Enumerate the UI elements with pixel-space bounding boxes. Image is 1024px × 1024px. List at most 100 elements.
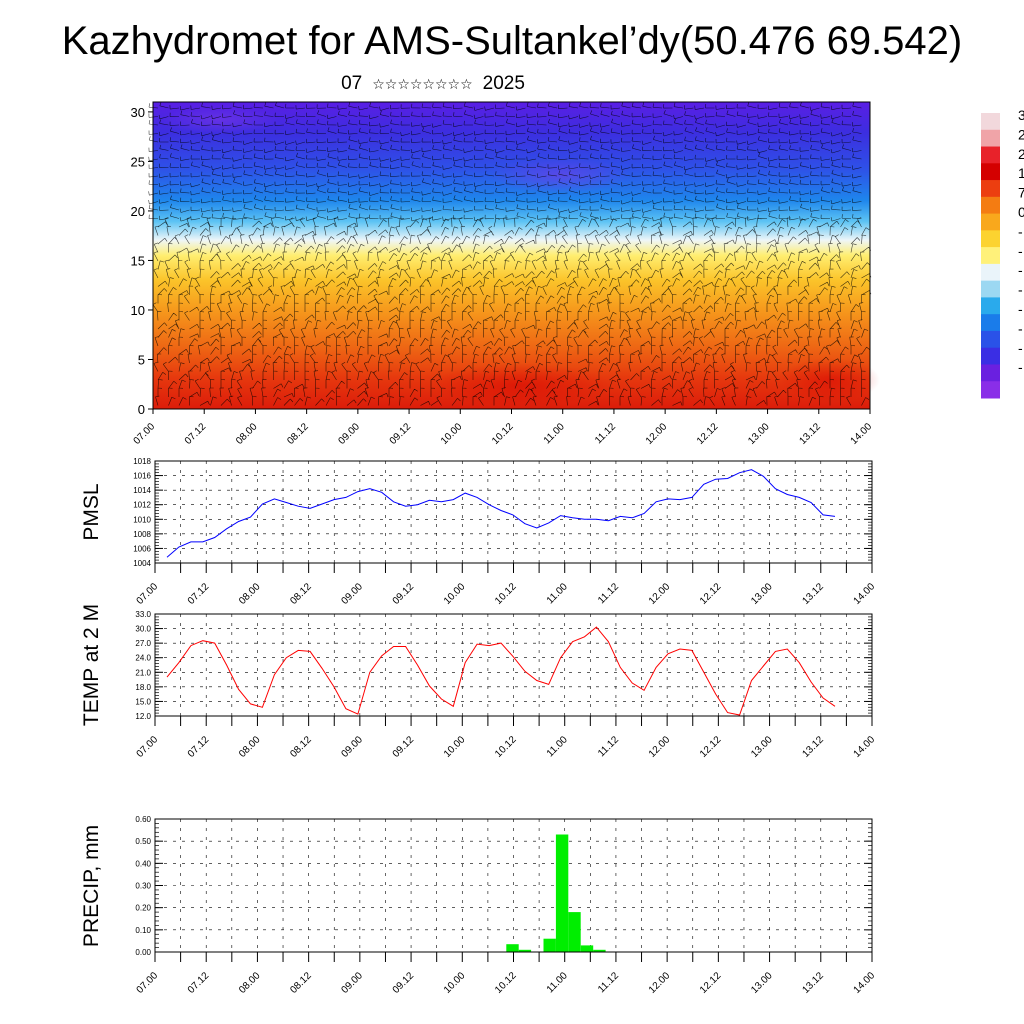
page-subtitle: 07 ☆☆☆☆☆☆☆☆ 2025 — [133, 72, 733, 96]
y-tick-label: 0.20 — [135, 904, 151, 913]
cross-section-y-axis: 0 5 10 15 20 25 30 — [131, 105, 153, 417]
x-tick-label: 13.12 — [800, 970, 826, 996]
colorbar-label: - — [1018, 282, 1023, 298]
x-tick-label: 09.12 — [388, 421, 414, 447]
y-tick-label: 1016 — [133, 472, 151, 481]
x-tick-label: 08.12 — [288, 581, 314, 607]
colorbar-swatch — [981, 180, 1000, 198]
cool-patch — [160, 106, 280, 134]
colorbar-swatch — [981, 113, 1000, 131]
precip-bar — [593, 949, 606, 952]
y-tick-label: 15.0 — [135, 697, 151, 706]
y-tick-label: 10 — [131, 303, 145, 318]
subtitle-day: 07 — [341, 73, 363, 94]
x-tick-label: 12.00 — [647, 970, 673, 996]
x-tick-label: 08.00 — [237, 970, 263, 996]
x-tick-label: 09.00 — [340, 970, 366, 996]
page-title: Kazhydromet for AMS-Sultankel’dy(50.476 … — [61, 19, 963, 63]
x-tick-label: 09.12 — [391, 581, 417, 607]
precip-bar — [568, 912, 581, 952]
colorbar-swatch — [981, 381, 1000, 399]
x-tick-label: 08.00 — [234, 421, 260, 447]
x-tick-label: 11.12 — [596, 581, 621, 606]
temp-series-line — [166, 626, 836, 716]
x-tick-label: 12.00 — [647, 581, 673, 607]
x-tick-label: 10.12 — [490, 421, 516, 447]
y-tick-label: 18.0 — [135, 683, 151, 692]
x-tick-label: 10.00 — [442, 734, 468, 760]
x-tick-label: 08.12 — [288, 970, 314, 996]
pmsl-grid — [154, 460, 873, 564]
y-tick-label: 27.0 — [135, 639, 151, 648]
x-tick-label: 13.00 — [749, 970, 775, 996]
temp-ylabel: TEMP at 2 M — [80, 604, 103, 726]
x-tick-label: 14.00 — [849, 421, 875, 447]
precip-axes: 0.00 0.10 0.20 0.30 0.40 0.50 0.60 07.00 07.12 08… — [135, 815, 878, 996]
subtitle-year: 2025 — [482, 73, 525, 94]
cross-section-panel: 0 5 10 15 20 25 30 07.00 07.12 08.00 08.12 09.00 09… — [131, 101, 880, 447]
y-tick-label: 20 — [131, 204, 145, 219]
x-tick-label: 13.12 — [800, 734, 826, 760]
x-tick-label: 14.00 — [852, 734, 878, 760]
x-tick-label: 13.00 — [746, 421, 772, 447]
colorbar-label: 3 — [1018, 107, 1024, 123]
colorbar-label: - — [1018, 262, 1023, 278]
x-tick-label: 12.00 — [644, 421, 670, 447]
colorbar-label: - — [1018, 301, 1023, 317]
colorbar-label: 2 — [1018, 126, 1024, 142]
colorbar-swatch — [981, 347, 1000, 365]
colorbar-swatch — [981, 129, 1000, 148]
x-tick-label: 10.12 — [493, 581, 519, 607]
x-tick-label: 07.12 — [186, 581, 212, 607]
precip-panel: 0.00 0.10 0.20 0.30 0.40 0.50 0.60 07.00 07.12 08… — [80, 815, 877, 996]
x-tick-label: 08.00 — [237, 734, 263, 760]
warm-patch — [430, 363, 610, 407]
colorbar-swatch — [981, 314, 1000, 332]
x-tick-label: 12.12 — [698, 734, 724, 760]
y-tick-label: 1014 — [133, 486, 151, 495]
y-tick-label: 25 — [131, 154, 145, 169]
x-tick-label: 08.00 — [237, 581, 263, 607]
y-tick-label: 30.0 — [135, 625, 151, 634]
x-tick-label: 09.12 — [391, 970, 417, 996]
x-tick-label: 07.12 — [183, 421, 209, 447]
x-tick-label: 08.12 — [285, 421, 311, 447]
subtitle-month: ☆☆☆☆☆☆☆☆ — [372, 76, 473, 92]
x-tick-label: 09.00 — [340, 581, 366, 607]
colorbar: 3 2 2 1 7 0 - - - - - - - - — [981, 107, 1024, 399]
y-tick-label: 33.0 — [135, 610, 151, 619]
precip-bar — [543, 938, 556, 952]
x-tick-label: 09.00 — [340, 734, 366, 760]
x-tick-label: 13.00 — [749, 734, 775, 760]
colorbar-label: - — [1018, 340, 1023, 356]
y-tick-label: 0.10 — [135, 926, 151, 935]
x-tick-label: 13.12 — [797, 421, 823, 447]
y-tick-label: 5 — [138, 352, 145, 367]
colorbar-swatch — [981, 247, 1000, 265]
colorbar-label: 7 — [1018, 185, 1024, 201]
y-tick-label: 0.30 — [135, 882, 151, 891]
colorbar-swatch — [981, 146, 1000, 164]
x-tick-label: 07.00 — [135, 970, 161, 996]
colorbar-swatch — [981, 364, 1000, 382]
y-tick-label: 0.50 — [135, 837, 151, 846]
x-tick-label: 09.12 — [391, 734, 417, 760]
x-tick-label: 11.00 — [542, 421, 567, 446]
precip-ylabel: PRECIP, mm — [80, 825, 103, 947]
x-tick-label: 10.00 — [442, 581, 468, 607]
x-tick-label: 13.00 — [749, 581, 775, 607]
precip-bar — [580, 945, 594, 952]
pmsl-frame — [154, 460, 873, 564]
colorbar-swatch — [981, 196, 1000, 215]
y-tick-label: 1010 — [133, 515, 151, 524]
temp-panel: 12.0 15.0 18.0 21.0 24.0 27.0 30.0 33.0 07.00 07.… — [80, 604, 877, 760]
precip-bars — [506, 834, 606, 952]
y-tick-label: 21.0 — [135, 668, 151, 677]
colorbar-swatch — [981, 280, 1000, 298]
y-tick-label: 30 — [131, 105, 145, 120]
colorbar-swatch — [981, 330, 1000, 349]
y-tick-label: 15 — [131, 253, 145, 268]
precip-grid — [154, 818, 873, 953]
colorbar-label: - — [1018, 243, 1023, 259]
y-tick-label: 1018 — [133, 457, 151, 466]
